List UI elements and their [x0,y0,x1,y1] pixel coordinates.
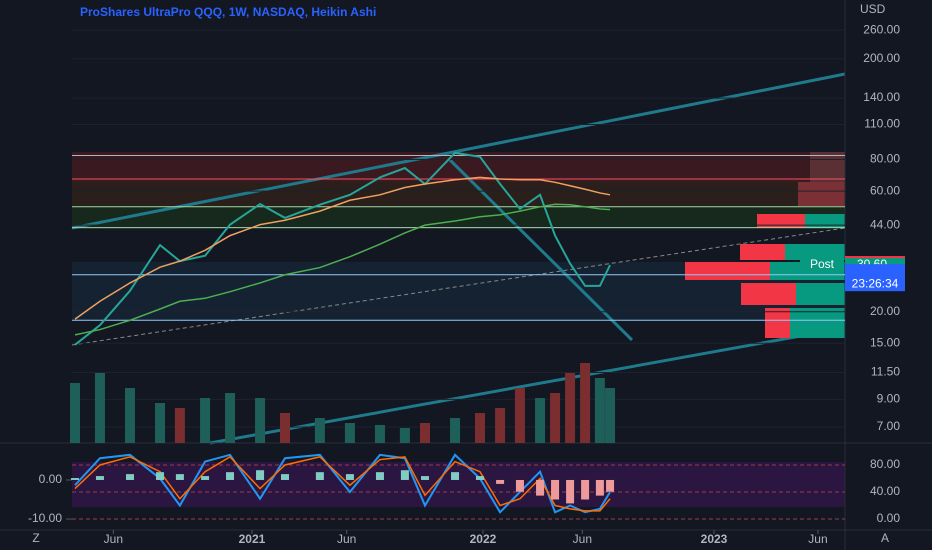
volume-bar [565,373,576,443]
y-tick-label: 7.00 [877,419,901,433]
currency: USD [860,2,886,16]
histogram-bar [175,474,184,480]
trend-line [448,158,634,342]
volume-bar [314,418,325,443]
y-tick-label: 200.00 [863,51,900,65]
histogram-bar [515,479,524,492]
post-label: Post [810,257,835,271]
volume-profile [685,152,845,338]
volume-bar [94,373,105,443]
histogram-bar [281,474,290,480]
x-tick-label: 2023 [701,532,728,546]
volume-bar [280,413,291,443]
price-tag [845,264,905,292]
trend-line [71,227,846,346]
y-tick-label: 80.00 [870,152,900,166]
volume-bar [535,398,546,443]
post-tag [800,258,844,273]
y-tick-label: 40.00 [870,484,900,498]
volume-bar [124,388,135,443]
y-tick-label: 20.00 [870,304,900,318]
histogram-bar [95,476,104,480]
zone [72,182,845,206]
volume-bar [420,423,431,443]
y-tick-label: 11.50 [871,365,900,379]
volume-bar [474,413,485,443]
x-tick-label: Jun [337,532,356,546]
histogram-bar [256,470,265,480]
y-tick-label: 0.00 [877,511,901,525]
histogram-bar [475,476,484,480]
histogram-bar [566,479,575,504]
histogram-bar [595,479,604,496]
histogram-bar [551,479,560,500]
histogram-bar [315,472,324,480]
y-tick-label: 80.00 [870,457,900,471]
volume-bar [594,378,605,443]
y2-tick-label: -10.00 [28,511,62,525]
volume-bar [580,363,591,443]
histogram-bar [606,479,615,492]
x-tick-label: 2021 [239,532,266,546]
x-tick-label: Jun [808,532,827,546]
y-tick-label: 9.00 [877,392,901,406]
x-tick-label: Jun [104,532,123,546]
channel-line [71,72,846,230]
volume-bar [155,403,166,443]
histogram-bar [375,472,384,480]
chart-title: ProShares UltraPro QQQ, 1W, NASDAQ, Heik… [80,5,376,19]
y-tick-label: 260.00 [863,22,900,36]
volume-bar [374,425,385,443]
x-tick-label: Jun [573,532,592,546]
histogram-bar [125,474,134,480]
volume-bar [200,398,211,443]
volume-bar [495,408,506,443]
histogram-bar [421,476,430,480]
y-tick-label: 110.00 [864,117,900,131]
histogram-bar [201,476,210,480]
series-line [74,151,611,346]
series-line [74,455,611,512]
series-line [74,176,611,320]
volume-bar [514,388,525,443]
volume-bar [70,383,81,443]
x-tick-label: 2022 [470,532,497,546]
histogram-bar [536,479,545,496]
volume-bar [450,418,461,443]
histogram-bar [226,472,235,480]
histogram-bar [451,472,460,480]
volume-bar [344,423,355,443]
histogram-bar [71,478,80,480]
y-tick-label: 15.00 [870,335,900,349]
volume-bar [225,393,236,443]
y-tick-label: 60.00 [870,183,900,197]
series-line [74,453,611,514]
oscillator-band [72,462,845,507]
histogram-bar [496,479,505,484]
y-tick-label: 44.00 [870,217,900,231]
series-line [74,203,611,336]
volume-bar [550,393,561,443]
histogram-bar [581,479,590,500]
y2-tick-label: 0.00 [39,472,63,486]
volume-bar [605,388,616,443]
volume-bar [255,398,266,443]
histogram-bar [345,474,354,480]
volume-bar [399,428,410,443]
y-tick-label: 140.00 [863,90,900,104]
histogram-bar [156,472,165,480]
volume-bar [174,408,185,443]
corner-button[interactable]: A [881,531,889,545]
histogram-bar [400,470,409,480]
countdown: 23:26:34 [852,276,899,290]
corner-button[interactable]: Z [32,531,39,545]
